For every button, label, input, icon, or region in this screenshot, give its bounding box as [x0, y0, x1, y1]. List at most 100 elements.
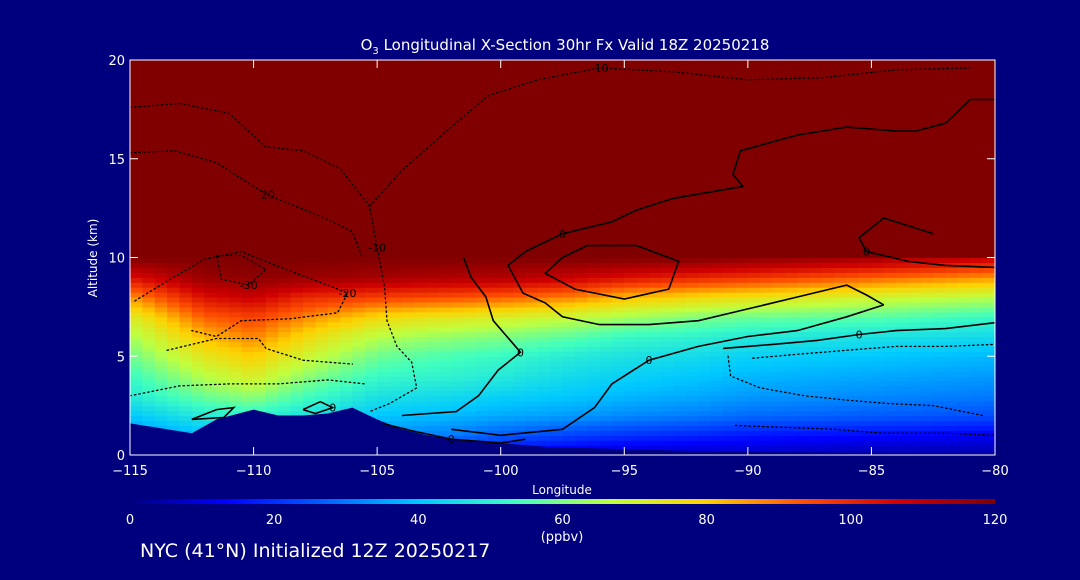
heatmap-cell: [303, 139, 316, 145]
heatmap-cell: [389, 183, 403, 189]
heatmap-cell: [278, 183, 292, 189]
heatmap-cell: [476, 385, 489, 392]
heatmap-cell: [315, 306, 329, 313]
heatmap-cell: [513, 148, 527, 155]
heatmap-cell: [228, 134, 242, 140]
heatmap-cell: [611, 124, 625, 130]
heatmap-cell: [154, 267, 168, 273]
heatmap-cell: [130, 232, 143, 239]
heatmap-cell: [401, 203, 415, 209]
heatmap-cell: [228, 292, 242, 298]
heatmap-cell: [340, 390, 354, 397]
heatmap-cell: [834, 188, 848, 194]
heatmap-cell: [673, 292, 687, 298]
heatmap-cell: [772, 64, 786, 71]
heatmap-cell: [265, 331, 279, 338]
heatmap-cell: [698, 158, 712, 165]
heatmap-cell: [735, 331, 749, 338]
heatmap-cell: [859, 361, 873, 367]
heatmap-cell: [760, 124, 774, 130]
heatmap-cell: [673, 74, 687, 81]
heatmap-cell: [216, 173, 230, 180]
heatmap-cell: [661, 385, 675, 392]
heatmap-cell: [142, 385, 156, 392]
heatmap-cell: [735, 84, 749, 91]
heatmap-cell: [451, 84, 465, 91]
heatmap-cell: [846, 242, 860, 249]
heatmap-cell: [426, 247, 440, 254]
heatmap-cell: [463, 267, 477, 273]
heatmap-cell: [859, 366, 873, 372]
heatmap-cell: [673, 79, 687, 86]
heatmap-cell: [710, 60, 724, 66]
heatmap-cell: [562, 139, 576, 145]
heatmap-cell: [550, 64, 564, 71]
heatmap-cell: [426, 425, 440, 431]
heatmap-cell: [562, 326, 576, 333]
heatmap-cell: [389, 311, 403, 318]
heatmap-cell: [698, 351, 712, 357]
heatmap-cell: [401, 148, 415, 155]
heatmap-cell: [179, 173, 193, 180]
heatmap-cell: [883, 188, 897, 194]
heatmap-cell: [550, 84, 564, 91]
heatmap-cell: [723, 277, 737, 283]
heatmap-cell: [265, 74, 279, 81]
heatmap-cell: [142, 139, 156, 145]
heatmap-cell: [723, 60, 737, 66]
heatmap-cell: [364, 400, 378, 407]
heatmap-cell: [377, 297, 391, 303]
heatmap-cell: [525, 203, 539, 209]
heatmap-cell: [673, 331, 687, 338]
heatmap-cell: [871, 134, 885, 140]
heatmap-cell: [389, 351, 403, 357]
heatmap-cell: [537, 198, 551, 204]
heatmap-cell: [710, 198, 724, 204]
heatmap-cell: [809, 222, 823, 229]
heatmap-cell: [698, 292, 712, 298]
heatmap-cell: [834, 346, 848, 352]
heatmap-cell: [636, 371, 650, 377]
heatmap-cell: [859, 134, 873, 140]
heatmap-cell: [537, 79, 551, 86]
heatmap-cell: [364, 213, 378, 219]
heatmap-cell: [760, 321, 774, 328]
heatmap-cell: [290, 237, 304, 244]
heatmap-cell: [377, 183, 391, 189]
heatmap-cell: [760, 282, 774, 288]
heatmap-cell: [476, 292, 489, 298]
heatmap-cell: [401, 410, 415, 417]
heatmap-cell: [686, 114, 700, 120]
heatmap-cell: [673, 163, 687, 170]
heatmap-cell: [154, 425, 168, 431]
heatmap-cell: [587, 277, 601, 283]
heatmap-cell: [723, 326, 737, 333]
heatmap-cell: [278, 64, 292, 71]
heatmap-cell: [896, 326, 910, 333]
heatmap-cell: [265, 272, 279, 278]
heatmap-cell: [476, 114, 489, 120]
heatmap-cell: [710, 376, 724, 382]
heatmap-cell: [476, 188, 489, 194]
heatmap-cell: [340, 124, 354, 130]
heatmap-cell: [883, 405, 897, 412]
heatmap-cell: [315, 89, 329, 96]
heatmap-cell: [710, 395, 724, 402]
heatmap-cell: [797, 440, 811, 446]
heatmap-cell: [253, 178, 267, 185]
heatmap-cell: [710, 385, 724, 392]
heatmap-cell: [377, 203, 391, 209]
heatmap-cell: [624, 430, 638, 436]
heatmap-cell: [216, 60, 230, 66]
heatmap-cell: [723, 227, 737, 234]
heatmap-cell: [389, 198, 403, 204]
heatmap-cell: [797, 356, 811, 362]
heatmap-cell: [327, 168, 341, 175]
heatmap-cell: [871, 361, 885, 367]
heatmap-cell: [698, 336, 712, 343]
heatmap-cell: [241, 143, 255, 150]
heatmap-cell: [562, 183, 576, 189]
heatmap-cell: [649, 247, 662, 254]
heatmap-cell: [797, 277, 811, 283]
heatmap-cell: [500, 213, 514, 219]
